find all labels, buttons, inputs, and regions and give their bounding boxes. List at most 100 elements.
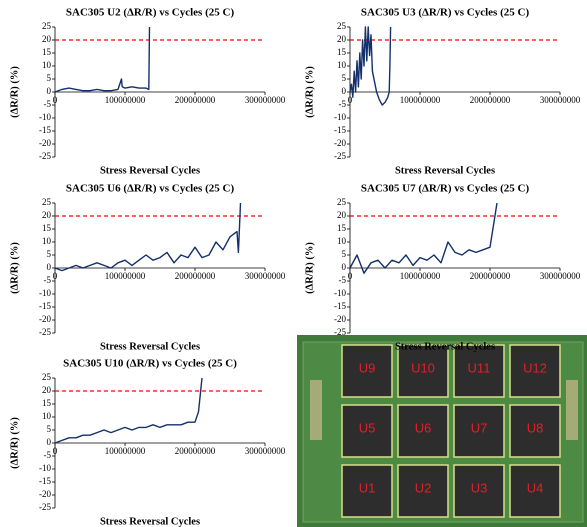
- chip-label: U4: [527, 480, 544, 495]
- chip-label: U12: [523, 360, 547, 375]
- y-tick-label: 10: [42, 60, 52, 70]
- chip-label: U1: [359, 480, 376, 495]
- chart-panel: SAC305 U6 (ΔR/R) vs Cycles (25 C) -25 -20 -…: [9, 183, 285, 353]
- chip: [453, 464, 505, 518]
- x-tick-label: 0: [348, 95, 353, 105]
- y-tick-label: -25: [334, 151, 346, 161]
- x-axis-label: Stress Reversal Cycles: [100, 516, 200, 527]
- chip: [341, 344, 393, 398]
- chip: [397, 404, 449, 458]
- y-axis-label: (ΔR/R) (%): [9, 66, 20, 118]
- x-tick-label: 0: [53, 95, 58, 105]
- x-axis-label: Stress Reversal Cycles: [395, 341, 495, 352]
- x-tick-label: 100000000: [400, 95, 441, 105]
- chart-panel: SAC305 U7 (ΔR/R) vs Cycles (25 C) -25 -20 -…: [304, 183, 580, 353]
- y-tick-label: -20: [39, 314, 51, 324]
- y-tick-label: -20: [39, 489, 51, 499]
- x-tick-label: 300000000: [540, 95, 581, 105]
- chart-panel: SAC305 U10 (ΔR/R) vs Cycles (25 C) -25 -20…: [9, 358, 285, 527]
- chip-label: U5: [359, 420, 376, 435]
- y-tick-label: 5: [47, 73, 52, 83]
- chip-label: U9: [359, 360, 376, 375]
- x-tick-label: 200000000: [175, 271, 216, 281]
- chart-title: SAC305 U3 (ΔR/R) vs Cycles (25 C): [361, 7, 530, 19]
- y-tick-label: -15: [39, 301, 51, 311]
- y-tick-label: 15: [42, 223, 52, 233]
- x-tick-label: 300000000: [245, 271, 286, 281]
- x-tick-label: 200000000: [470, 271, 511, 281]
- chip: [509, 464, 561, 518]
- y-tick-label: 5: [342, 73, 347, 83]
- y-tick-label: 10: [337, 236, 347, 246]
- data-line: [54, 202, 242, 272]
- y-tick-label: -10: [334, 288, 346, 298]
- x-tick-label: 300000000: [245, 95, 286, 105]
- y-tick-label: -5: [44, 275, 52, 285]
- chip: [341, 464, 393, 518]
- y-tick-label: -25: [334, 327, 346, 337]
- y-axis-label: (ΔR/R) (%): [304, 242, 315, 294]
- y-tick-label: 15: [42, 47, 52, 57]
- x-tick-label: 0: [53, 446, 58, 456]
- y-tick-label: -25: [39, 327, 51, 337]
- x-axis-label: Stress Reversal Cycles: [100, 165, 200, 176]
- chart-title: SAC305 U2 (ΔR/R) vs Cycles (25 C): [66, 7, 235, 19]
- x-tick-label: 200000000: [175, 95, 216, 105]
- x-tick-label: 0: [348, 271, 353, 281]
- y-tick-label: 5: [47, 249, 52, 259]
- y-tick-label: -20: [334, 314, 346, 324]
- y-tick-label: -5: [44, 450, 52, 460]
- x-tick-label: 200000000: [175, 446, 216, 456]
- y-tick-label: -25: [39, 151, 51, 161]
- y-tick-label: 10: [337, 60, 347, 70]
- chart-panel: SAC305 U3 (ΔR/R) vs Cycles (25 C) -25 -20 -…: [304, 7, 580, 177]
- y-tick-label: -5: [339, 99, 347, 109]
- y-tick-label: 20: [42, 34, 52, 44]
- y-tick-label: -10: [39, 112, 51, 122]
- y-tick-label: -5: [339, 275, 347, 285]
- x-tick-label: 100000000: [105, 446, 146, 456]
- x-tick-label: 100000000: [105, 95, 146, 105]
- y-tick-label: 25: [337, 21, 347, 31]
- y-tick-label: 15: [337, 47, 347, 57]
- y-axis-label: (ΔR/R) (%): [9, 417, 20, 469]
- y-tick-label: 25: [42, 372, 52, 382]
- chip-label: U2: [415, 480, 432, 495]
- x-tick-label: 100000000: [400, 271, 441, 281]
- y-axis-label: (ΔR/R) (%): [304, 66, 315, 118]
- y-tick-label: 0: [47, 262, 52, 272]
- y-tick-label: -10: [39, 463, 51, 473]
- chip-label: U6: [415, 420, 432, 435]
- y-tick-label: 25: [42, 197, 52, 207]
- connector: [310, 380, 322, 440]
- y-tick-label: -15: [39, 125, 51, 135]
- y-tick-label: -5: [44, 99, 52, 109]
- y-tick-label: 25: [337, 197, 347, 207]
- y-tick-label: -15: [39, 476, 51, 486]
- y-tick-label: 20: [337, 34, 347, 44]
- chip-label: U7: [471, 420, 488, 435]
- x-tick-label: 200000000: [470, 95, 511, 105]
- chart-panel: SAC305 U2 (ΔR/R) vs Cycles (25 C) -25 -20 -…: [9, 7, 285, 177]
- x-tick-label: 0: [53, 271, 58, 281]
- chart-title: SAC305 U10 (ΔR/R) vs Cycles (25 C): [63, 358, 237, 370]
- data-line: [349, 202, 498, 274]
- connector: [566, 380, 578, 440]
- chip-label: U8: [527, 420, 544, 435]
- y-tick-label: 5: [47, 424, 52, 434]
- chart-title: SAC305 U7 (ΔR/R) vs Cycles (25 C): [361, 183, 530, 195]
- chip: [341, 404, 393, 458]
- y-tick-label: 5: [342, 249, 347, 259]
- chip-label: U11: [468, 360, 491, 375]
- y-tick-label: -15: [334, 125, 346, 135]
- y-tick-label: 0: [342, 86, 347, 96]
- y-tick-label: 0: [47, 437, 52, 447]
- y-tick-label: 0: [342, 262, 347, 272]
- y-tick-label: -10: [334, 112, 346, 122]
- y-tick-label: -20: [334, 138, 346, 148]
- y-tick-label: -15: [334, 301, 346, 311]
- y-tick-label: 0: [47, 86, 52, 96]
- chip: [453, 404, 505, 458]
- data-line: [349, 26, 392, 106]
